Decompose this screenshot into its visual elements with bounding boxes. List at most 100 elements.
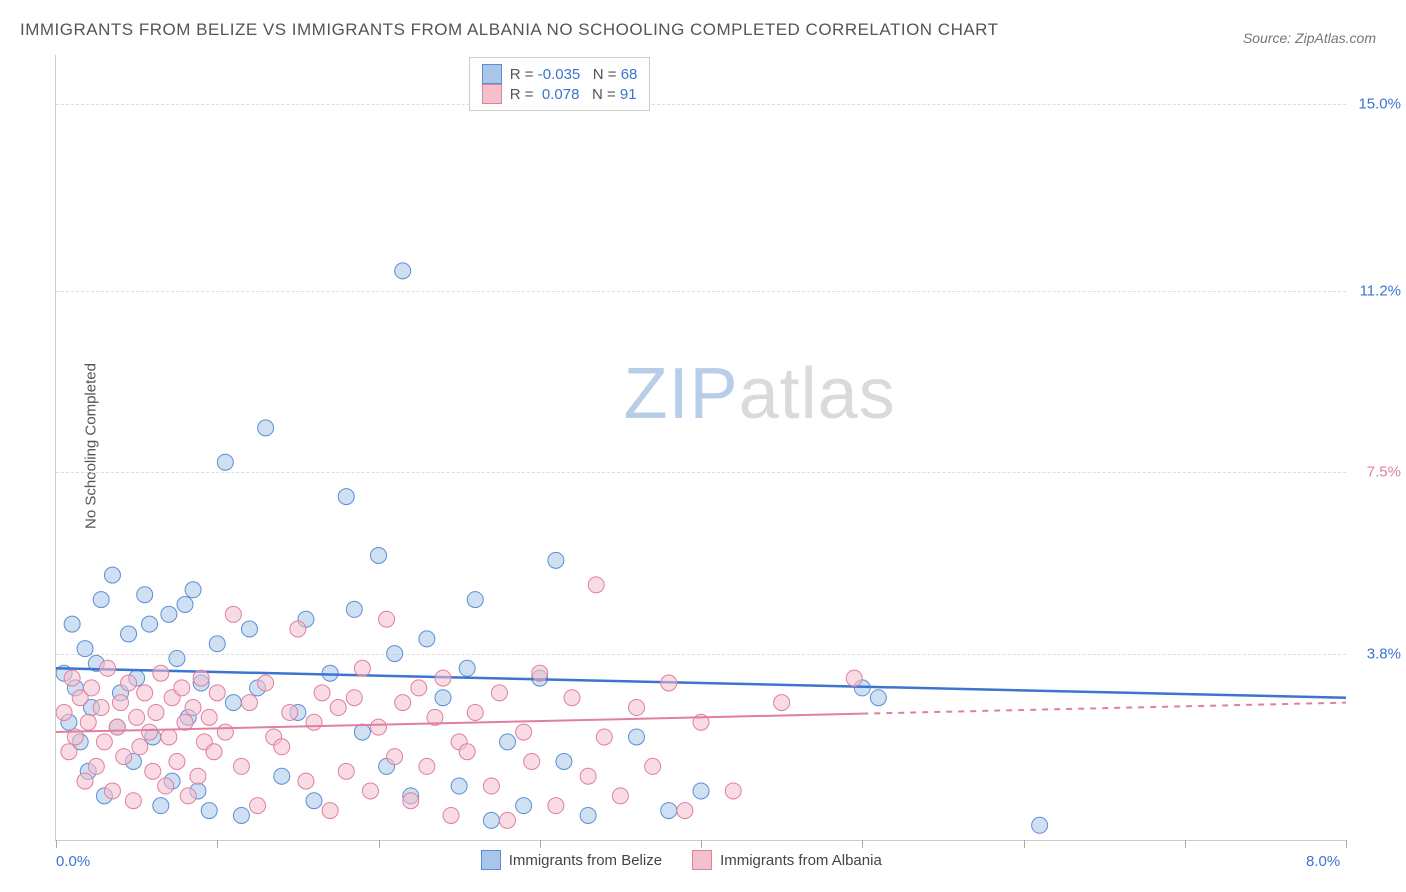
data-point-albania <box>524 754 540 770</box>
legend-swatch <box>482 64 502 84</box>
data-point-albania <box>298 773 314 789</box>
data-point-albania <box>61 744 77 760</box>
y-tick-label: 11.2% <box>1360 282 1401 299</box>
data-point-belize <box>338 489 354 505</box>
data-point-albania <box>459 744 475 760</box>
data-point-albania <box>338 763 354 779</box>
data-point-albania <box>379 611 395 627</box>
x-tick <box>56 840 57 848</box>
data-point-albania <box>322 803 338 819</box>
data-point-belize <box>580 807 596 823</box>
data-point-albania <box>206 744 222 760</box>
data-point-albania <box>96 734 112 750</box>
data-point-belize <box>242 621 258 637</box>
data-point-albania <box>174 680 190 696</box>
data-point-belize <box>556 754 572 770</box>
data-point-belize <box>201 803 217 819</box>
chart-title: IMMIGRANTS FROM BELIZE VS IMMIGRANTS FRO… <box>20 20 999 40</box>
data-point-albania <box>137 685 153 701</box>
trendline-belize <box>56 668 1346 697</box>
legend-item: Immigrants from Belize <box>481 850 662 870</box>
data-point-belize <box>225 695 241 711</box>
data-point-albania <box>330 700 346 716</box>
data-point-belize <box>661 803 677 819</box>
data-point-belize <box>483 812 499 828</box>
legend-swatch <box>481 850 501 870</box>
legend-stats-row: R = -0.035 N = 68 <box>482 64 638 84</box>
data-point-albania <box>109 719 125 735</box>
data-point-albania <box>403 793 419 809</box>
data-point-albania <box>100 660 116 676</box>
x-tick <box>379 840 380 848</box>
data-point-belize <box>161 606 177 622</box>
data-point-belize <box>516 798 532 814</box>
data-point-albania <box>209 685 225 701</box>
data-point-belize <box>371 547 387 563</box>
data-point-albania <box>185 700 201 716</box>
data-point-albania <box>258 675 274 691</box>
legend-stats-row: R = 0.078 N = 91 <box>482 84 638 104</box>
data-point-belize <box>209 636 225 652</box>
data-point-albania <box>725 783 741 799</box>
data-point-albania <box>190 768 206 784</box>
data-point-albania <box>645 758 661 774</box>
data-point-albania <box>588 577 604 593</box>
data-point-albania <box>217 724 233 740</box>
data-point-belize <box>500 734 516 750</box>
x-tick <box>1185 840 1186 848</box>
data-point-belize <box>548 552 564 568</box>
legend-swatch <box>482 84 502 104</box>
data-point-albania <box>395 695 411 711</box>
data-point-albania <box>158 778 174 794</box>
data-point-albania <box>233 758 249 774</box>
data-point-belize <box>467 592 483 608</box>
trendline-albania-extrapolated <box>862 703 1346 714</box>
data-point-albania <box>250 798 266 814</box>
legend-stats-text: R = 0.078 N = 91 <box>510 86 637 103</box>
data-point-albania <box>846 670 862 686</box>
data-point-albania <box>580 768 596 784</box>
data-point-belize <box>870 690 886 706</box>
data-point-belize <box>93 592 109 608</box>
x-tick <box>217 840 218 848</box>
data-point-belize <box>104 567 120 583</box>
y-tick-label: 7.5% <box>1367 464 1401 481</box>
data-point-albania <box>113 695 129 711</box>
scatter-svg <box>56 55 1346 840</box>
data-point-albania <box>169 754 185 770</box>
data-point-albania <box>274 739 290 755</box>
data-point-albania <box>153 665 169 681</box>
data-point-albania <box>242 695 258 711</box>
legend-item: Immigrants from Albania <box>692 850 882 870</box>
legend-label: Immigrants from Albania <box>720 852 882 869</box>
x-tick <box>540 840 541 848</box>
data-point-belize <box>258 420 274 436</box>
legend-swatch <box>692 850 712 870</box>
data-point-albania <box>77 773 93 789</box>
data-point-albania <box>435 670 451 686</box>
data-point-albania <box>314 685 330 701</box>
data-point-belize <box>459 660 475 676</box>
data-point-albania <box>532 665 548 681</box>
data-point-belize <box>274 768 290 784</box>
legend-stats: R = -0.035 N = 68 R = 0.078 N = 91 <box>469 57 651 111</box>
data-point-belize <box>137 587 153 603</box>
x-tick <box>862 840 863 848</box>
data-point-albania <box>419 758 435 774</box>
source-label: Source: ZipAtlas.com <box>1243 30 1376 46</box>
data-point-albania <box>354 660 370 676</box>
x-tick <box>1346 840 1347 848</box>
data-point-albania <box>193 670 209 686</box>
data-point-albania <box>564 690 580 706</box>
data-point-belize <box>121 626 137 642</box>
data-point-belize <box>1032 817 1048 833</box>
data-point-albania <box>491 685 507 701</box>
data-point-belize <box>217 454 233 470</box>
data-point-albania <box>104 783 120 799</box>
data-point-albania <box>225 606 241 622</box>
data-point-belize <box>233 807 249 823</box>
data-point-albania <box>467 704 483 720</box>
data-point-belize <box>153 798 169 814</box>
data-point-albania <box>177 714 193 730</box>
data-point-albania <box>661 675 677 691</box>
